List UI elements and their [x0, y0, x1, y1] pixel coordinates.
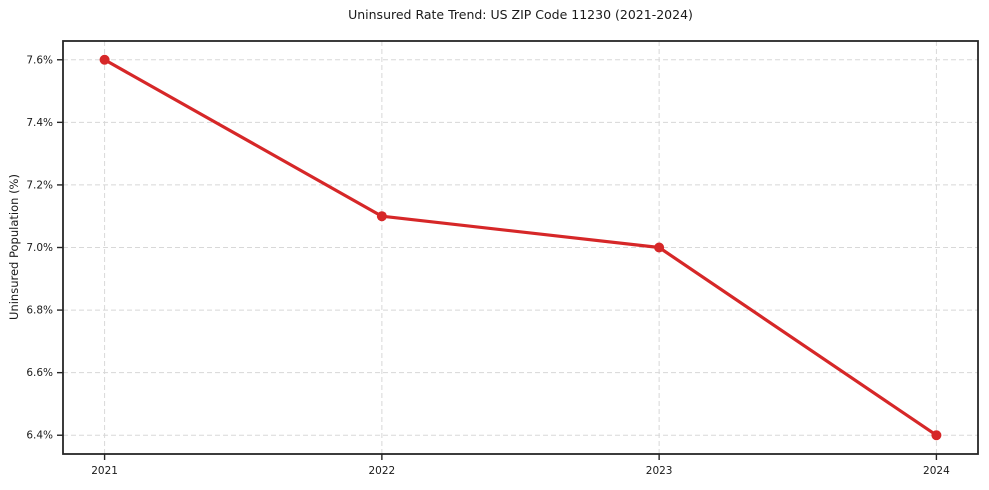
data-point: [931, 430, 942, 441]
tick-labels: 6.4% 6.6% 6.8% 7.0% 7.2% 7.4% 7.6% 2021 2022 2023…: [26, 54, 950, 477]
data-point: [99, 54, 110, 65]
y-tick-label: 6.4%: [26, 430, 53, 442]
x-tick-label: 2024: [923, 465, 950, 477]
data-points: [99, 54, 942, 441]
x-tick-label: 2022: [368, 465, 395, 477]
tick-marks: [57, 59, 938, 460]
y-tick-label: 7.6%: [26, 54, 53, 66]
chart-title: Uninsured Rate Trend: US ZIP Code 11230 …: [348, 7, 693, 22]
x-tick-label: 2021: [91, 465, 118, 477]
y-tick-label: 7.0%: [26, 242, 53, 254]
data-point: [654, 242, 665, 253]
trend-line: [102, 58, 939, 437]
y-axis-label: Uninsured Population (%): [7, 174, 21, 320]
y-tick-label: 6.8%: [26, 305, 53, 317]
x-tick-label: 2023: [646, 465, 673, 477]
y-tick-label: 6.6%: [26, 367, 53, 379]
data-point: [376, 211, 387, 222]
gridlines: [63, 41, 978, 454]
y-tick-label: 7.2%: [26, 179, 53, 191]
y-tick-label: 7.4%: [26, 117, 53, 129]
